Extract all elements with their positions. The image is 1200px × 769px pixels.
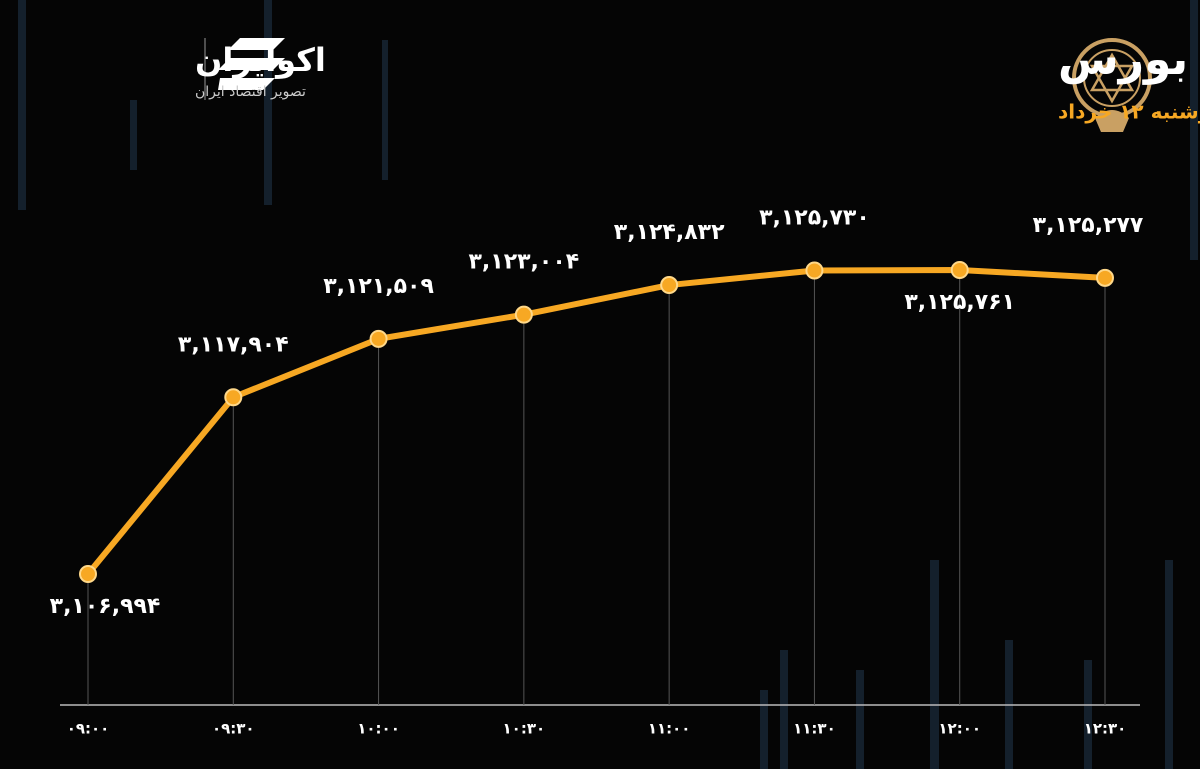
line bbox=[85, 267, 1106, 576]
point bbox=[660, 276, 679, 295]
data-label: ۳,۱۲۴,۸۳۲ bbox=[614, 220, 725, 245]
data-label: ۳,۱۲۵,۷۶۱ bbox=[904, 290, 1015, 315]
x-tick-label: ۰۹:۳۰ bbox=[212, 720, 255, 738]
decor-bars bbox=[18, 0, 1198, 769]
point bbox=[805, 261, 824, 280]
chart-title: روند شاخص کل بورس bbox=[1058, 34, 1200, 85]
data-label: ۳,۱۱۷,۹۰۴ bbox=[178, 332, 289, 357]
data-label: ۳,۱۲۱,۵۰۹ bbox=[323, 274, 434, 299]
x-tick-label: ۱۲:۰۰ bbox=[938, 720, 981, 738]
point bbox=[224, 388, 243, 407]
chart-subtitle: دوشنبه ۱۲ خرداد bbox=[1058, 100, 1200, 124]
x-tick-label: ۱۱:۳۰ bbox=[793, 720, 836, 738]
x-tick-label: ۰۹:۰۰ bbox=[67, 720, 110, 738]
data-label: ۳,۱۲۳,۰۰۴ bbox=[468, 250, 579, 275]
data-label: ۳,۱۲۵,۷۳۰ bbox=[759, 206, 870, 231]
x-tick-label: ۱۰:۰۰ bbox=[357, 720, 400, 738]
x-tick-label: ۱۲:۳۰ bbox=[1084, 720, 1127, 738]
point bbox=[1096, 268, 1114, 287]
point bbox=[369, 329, 388, 348]
brand-name: اکوایران bbox=[195, 41, 326, 79]
brand-logo bbox=[204, 38, 285, 100]
point bbox=[514, 305, 533, 324]
point bbox=[79, 565, 97, 583]
exchange-emblem bbox=[1072, 38, 1152, 132]
data-label: ۳,۱۲۵,۲۷۷ bbox=[1033, 213, 1144, 238]
x-tick-label: ۱۰:۳۰ bbox=[503, 720, 546, 738]
data-label: ۳,۱۰۶,۹۹۴ bbox=[50, 594, 161, 619]
x-tick-label: ۱۱:۰۰ bbox=[648, 720, 691, 738]
point bbox=[950, 261, 969, 279]
brand-tagline: تصویر اقتصاد ایران bbox=[195, 84, 306, 100]
